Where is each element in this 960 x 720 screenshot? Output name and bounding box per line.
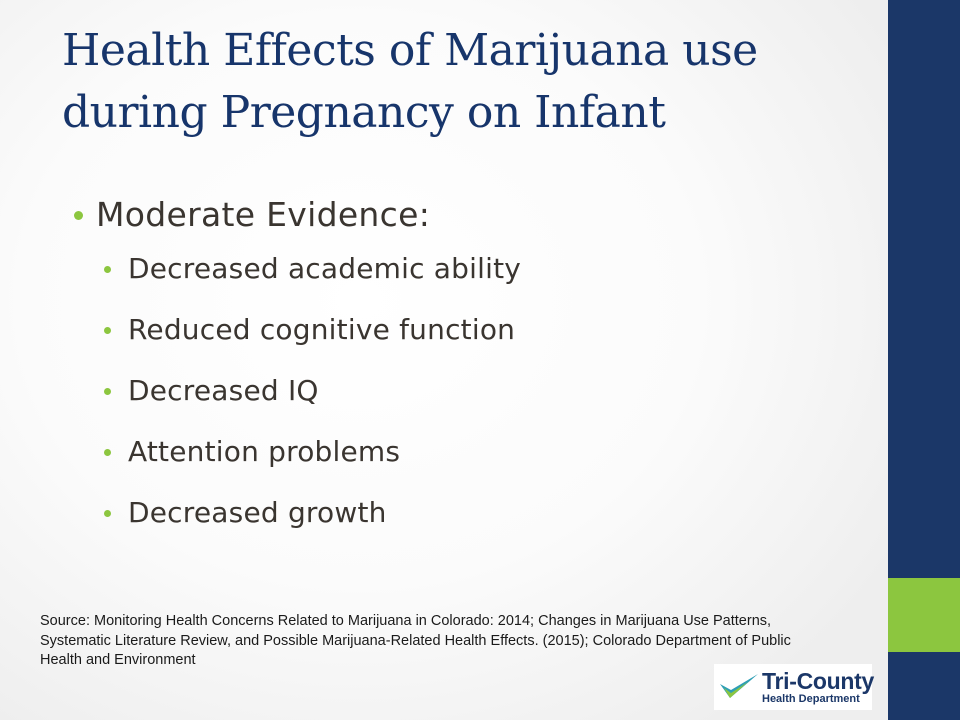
sub-bullet-text: Reduced cognitive function: [128, 313, 516, 346]
bullet-dot-icon: [74, 211, 83, 220]
sub-bullet-text: Attention problems: [128, 435, 401, 468]
main-bullet-text: Moderate Evidence:: [96, 195, 431, 234]
sub-bullet-text: Decreased IQ: [128, 374, 319, 407]
checkmark-swoosh-icon: [720, 674, 758, 698]
sub-bullet: Reduced cognitive function: [72, 309, 872, 370]
source-citation: Source: Monitoring Health Concerns Relat…: [40, 613, 791, 668]
bullet-dot-icon: [104, 449, 111, 456]
sub-bullet: Decreased IQ: [72, 370, 872, 431]
logo-subtitle: Health Department: [762, 693, 860, 705]
sub-bullet: Decreased academic ability: [72, 248, 872, 309]
sub-bullet-text: Decreased academic ability: [128, 252, 522, 285]
bullet-dot-icon: [104, 510, 111, 517]
slide-title: Health Effects of Marijuana use during P…: [62, 25, 758, 138]
bullet-dot-icon: [104, 266, 111, 273]
bullet-dot-icon: [104, 388, 111, 395]
bullet-list: Moderate Evidence: Decreased academic ab…: [72, 190, 872, 553]
side-accent-block: [888, 578, 960, 652]
tri-county-logo: Tri-County Health Department: [714, 664, 874, 710]
logo-name: Tri-County: [762, 668, 874, 694]
sub-bullet: Attention problems: [72, 431, 872, 492]
bullet-dot-icon: [104, 327, 111, 334]
sub-bullet-text: Decreased growth: [128, 496, 387, 529]
sub-bullet: Decreased growth: [72, 492, 872, 553]
main-bullet: Moderate Evidence:: [72, 190, 872, 248]
